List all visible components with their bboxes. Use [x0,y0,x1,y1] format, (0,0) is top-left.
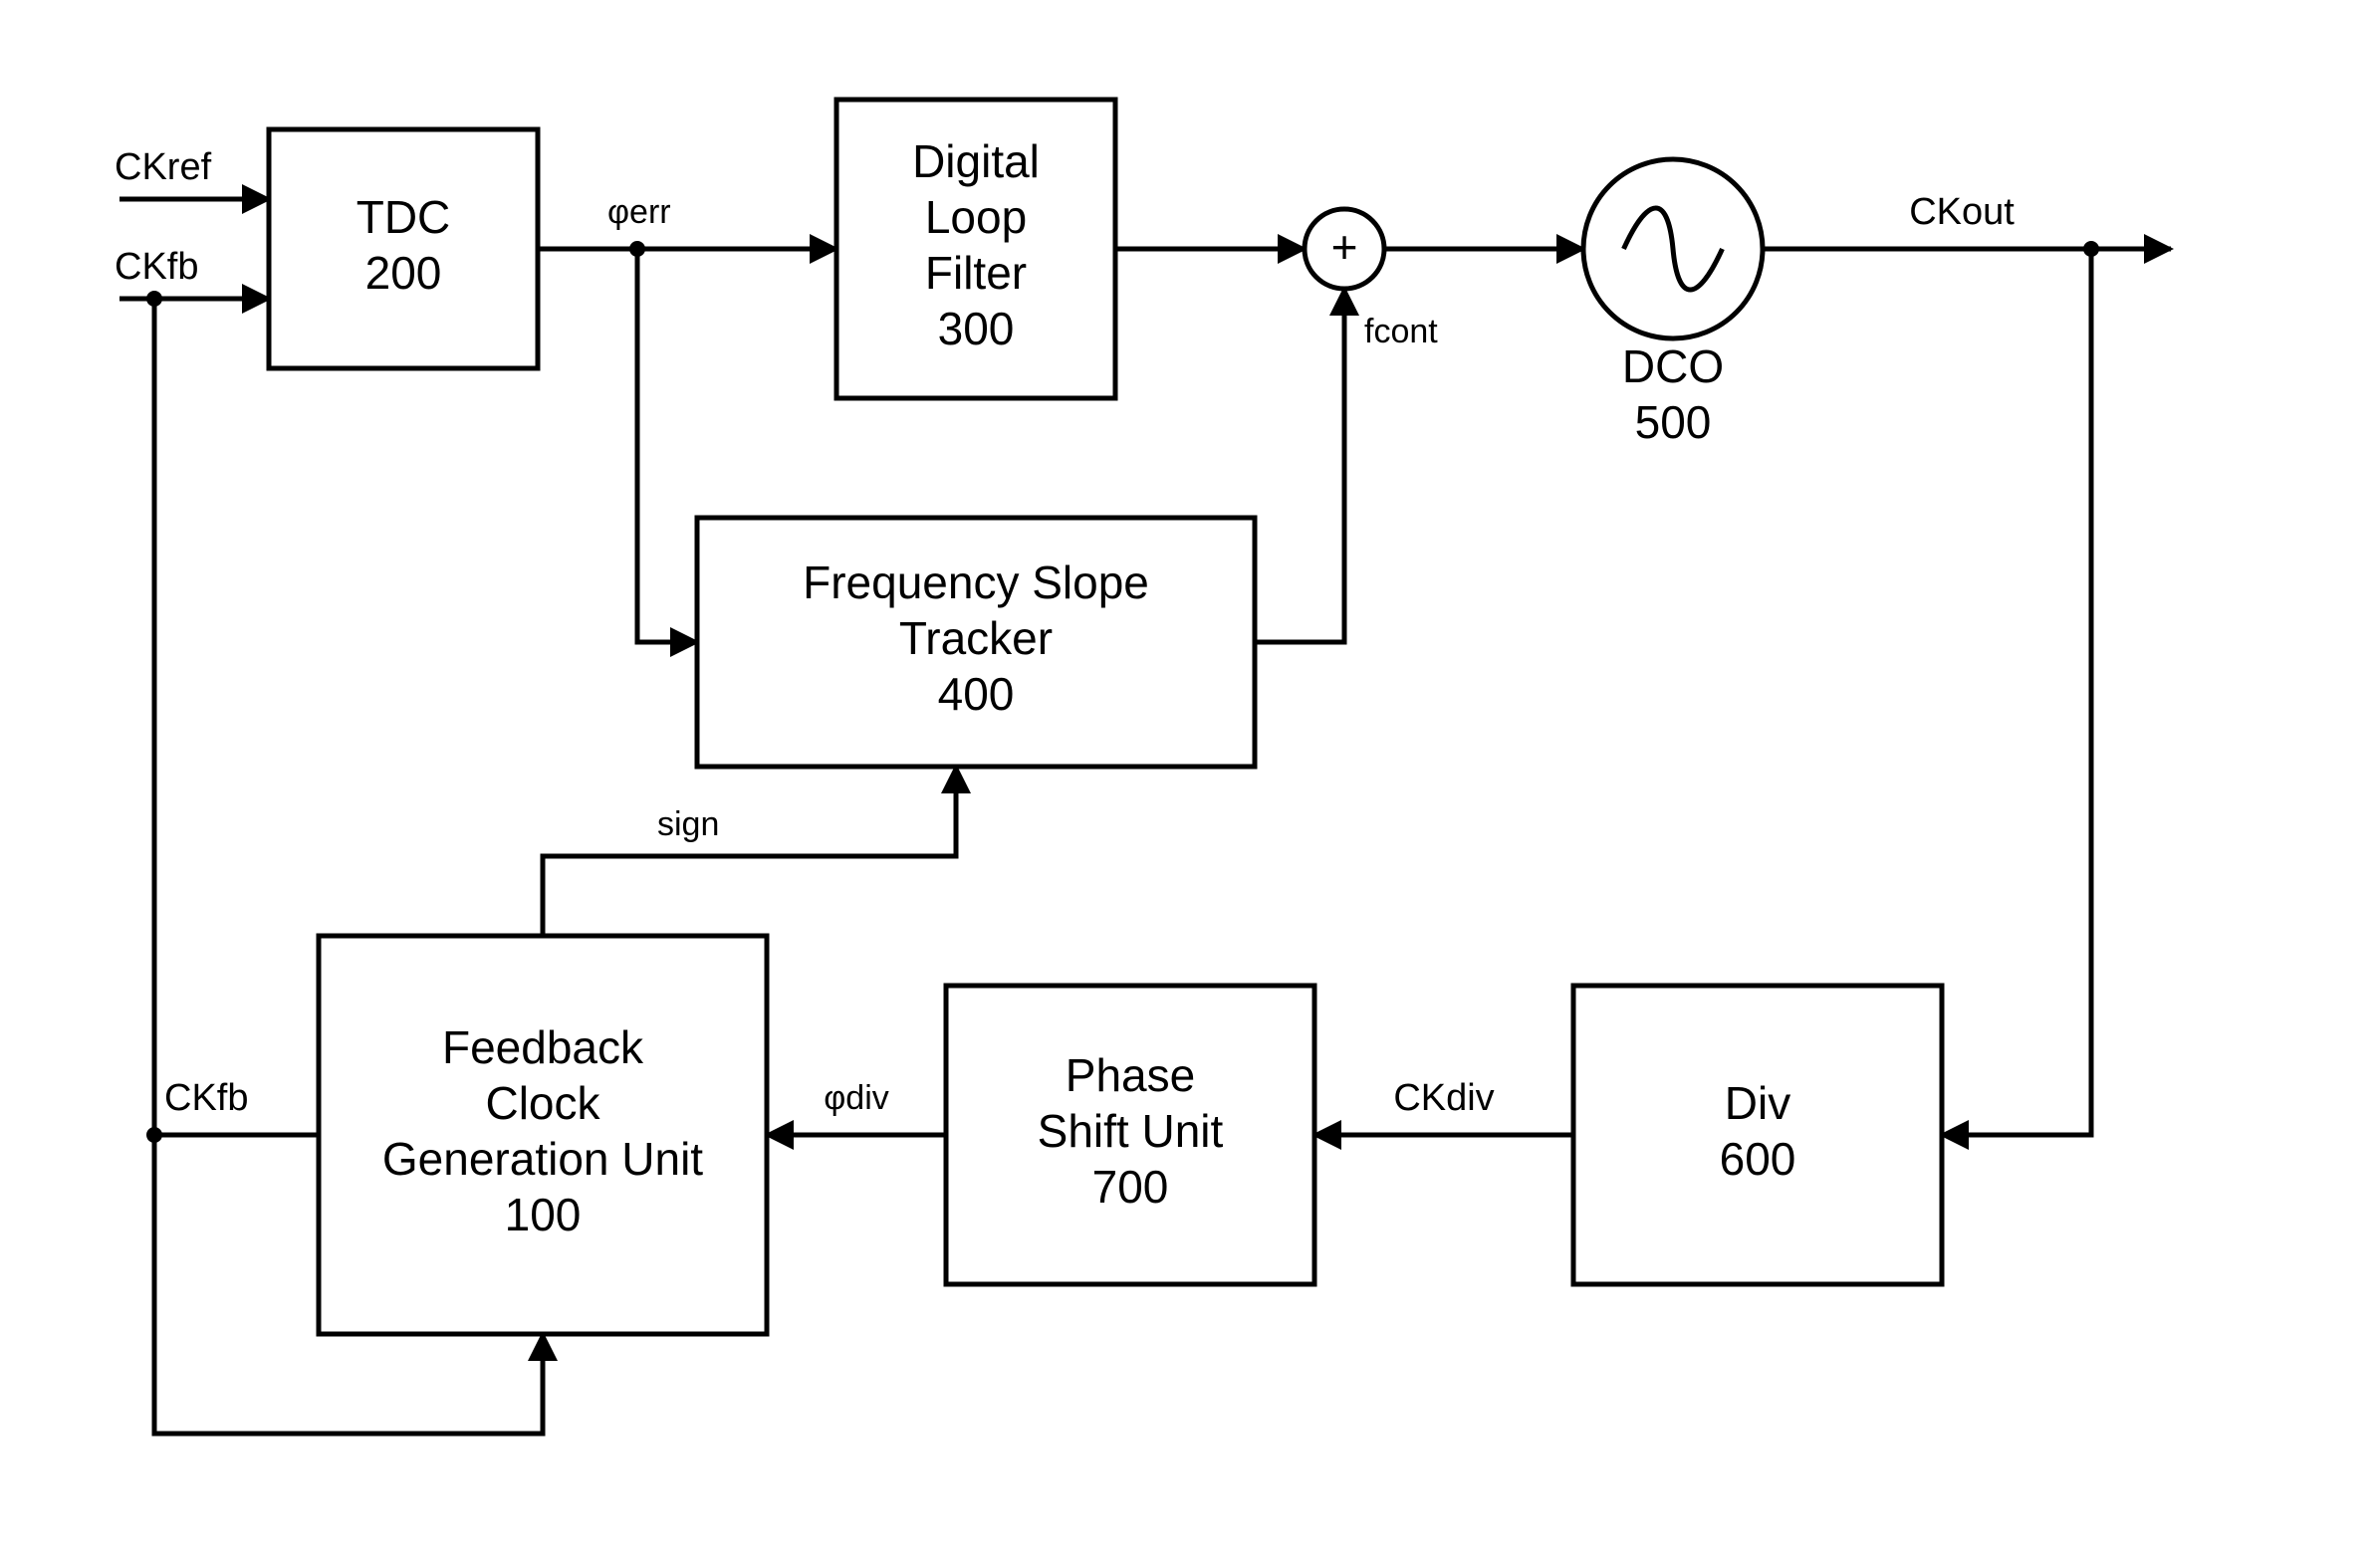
div-label-line-0: Div [1725,1077,1790,1129]
signal-label-ckfb_out: CKfb [164,1077,248,1119]
dco-label-line-1: 500 [1635,396,1712,448]
fbcg-label-line-1: Clock [485,1077,600,1129]
tdc-label-line-0: TDC [357,191,451,243]
signal-label-ckref: CKref [115,146,212,188]
dco-label-line-0: DCO [1622,340,1724,392]
tdc-label-line-1: 200 [365,247,442,299]
junction-dot-2 [146,291,162,307]
fst-label-line-1: Tracker [899,612,1053,664]
block-diagram: TDC200 DigitalLoopFilter300 Frequency Slop… [0,0,2380,1560]
dlf-label-line-2: Filter [925,247,1027,299]
signal-label-phidiv: φdiv [824,1079,889,1117]
fst-label-line-0: Frequency Slope [803,557,1149,608]
signal-label-ckdiv: CKdiv [1393,1077,1494,1119]
wire-fbcg_to_ckfb [154,299,319,1135]
signal-label-ckout: CKout [1909,191,2015,233]
dlf-label-line-3: 300 [938,303,1015,354]
div-label-line-1: 600 [1720,1133,1796,1185]
dlf-label-line-0: Digital [912,135,1040,187]
junction-dot-0 [629,241,645,257]
wire-fst_to_adder [1255,289,1344,642]
junction-dot-1 [2083,241,2099,257]
psu-label-line-0: Phase [1066,1049,1195,1101]
fbcg-label-line-0: Feedback [442,1021,644,1073]
signal-label-fcont: fcont [1364,313,1438,350]
signal-label-ckfb_in: CKfb [115,246,198,288]
fbcg-label-line-3: 100 [505,1189,582,1240]
psu-label-line-1: Shift Unit [1038,1105,1224,1157]
psu-label-line-2: 700 [1092,1161,1169,1213]
fbcg-label-line-2: Generation Unit [382,1133,703,1185]
wire-phierr_to_fst [637,249,697,642]
wire-sign_to_fst [543,767,956,936]
junction-dot-3 [146,1127,162,1143]
wire-out_to_div [1942,249,2091,1135]
adder-plus-icon: + [1331,221,1358,273]
signal-label-phierr: φerr [607,193,671,231]
dlf-label-line-1: Loop [925,191,1027,243]
fst-label-line-2: 400 [938,668,1015,720]
signal-label-sign: sign [657,805,719,843]
